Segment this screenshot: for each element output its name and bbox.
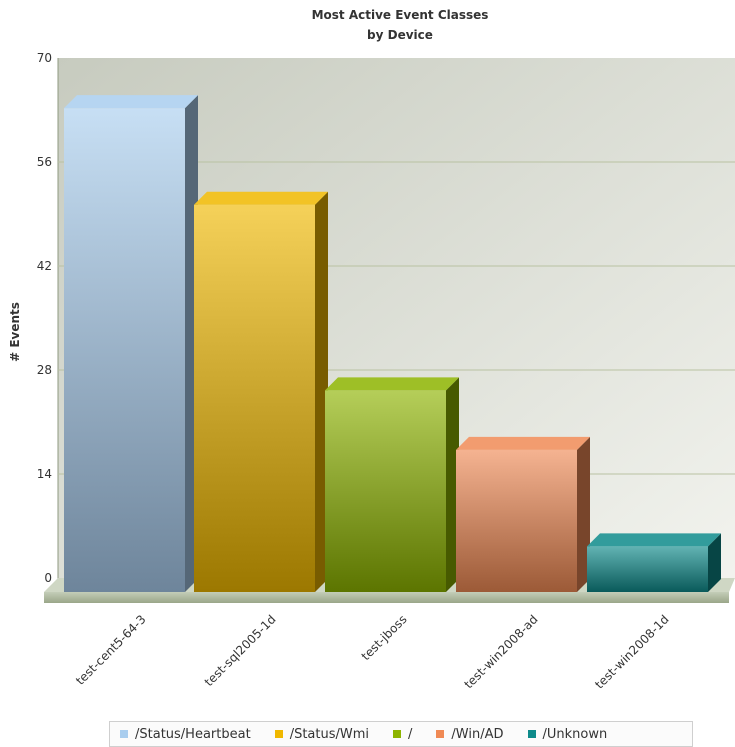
bar-top: [325, 377, 459, 391]
legend-swatch: [527, 730, 536, 738]
y-tick-label: 14: [37, 467, 52, 481]
y-tick-label: 56: [37, 155, 52, 169]
x-tick-label: test-cent5-64-3: [73, 612, 149, 688]
legend-swatch: [436, 730, 445, 738]
legend-label: /Status/Wmi: [289, 726, 370, 742]
legend-swatch: [274, 730, 283, 738]
y-tick-label: 42: [37, 259, 52, 273]
legend-label: /: [408, 726, 413, 742]
bar-front: [456, 449, 577, 592]
legend-item: /Unknown: [527, 726, 608, 742]
legend-label: /Unknown: [542, 726, 608, 742]
bar-test-win2008-ad: [456, 436, 590, 592]
y-tick-label: 70: [37, 51, 52, 65]
x-tick-label: test-win2008-1d: [592, 612, 671, 691]
chart-legend: /Status/Heartbeat /Status/Wmi / /Win/AD …: [109, 721, 693, 747]
legend-item: /Win/AD: [436, 726, 504, 742]
bar-front: [64, 108, 185, 593]
legend-item: /: [393, 727, 412, 742]
bar-top: [194, 191, 328, 205]
bar-top: [456, 436, 590, 450]
bar-side: [708, 533, 721, 592]
y-axis-title: # Events: [8, 302, 22, 362]
bar-side: [577, 436, 590, 592]
x-tick-label: test-sql2005-1d: [202, 612, 279, 689]
bar-front: [194, 204, 315, 592]
bar-top: [587, 533, 721, 547]
bar-test-win2008-1d: [587, 533, 721, 592]
y-tick-label: 28: [37, 363, 52, 377]
bar-front: [325, 390, 446, 592]
legend-item: /Status/Heartbeat: [120, 727, 251, 742]
x-tick-label: test-jboss: [359, 612, 410, 663]
legend-label: /Win/AD: [451, 726, 504, 742]
legend-item: /Status/Wmi: [274, 726, 370, 742]
legend-label: /Status/Heartbeat: [135, 726, 251, 742]
chart-floor-edge: [44, 592, 729, 603]
x-tick-label: test-win2008-ad: [461, 612, 540, 691]
bar-test-jboss: [325, 377, 459, 592]
bar-test-sql2005-1d: [194, 191, 328, 592]
bar-test-cent5-64-3: [64, 95, 198, 593]
y-tick-label: 0: [44, 571, 52, 585]
chart-title-line-1: Most Active Event Classes: [311, 8, 489, 22]
bar-front: [587, 546, 708, 592]
bar-top: [64, 95, 198, 109]
legend-swatch: [120, 730, 128, 738]
bar-side: [315, 191, 328, 592]
bar-side: [446, 377, 459, 592]
legend-swatch: [393, 730, 402, 738]
chart-title-line-2: by Device: [367, 28, 433, 42]
